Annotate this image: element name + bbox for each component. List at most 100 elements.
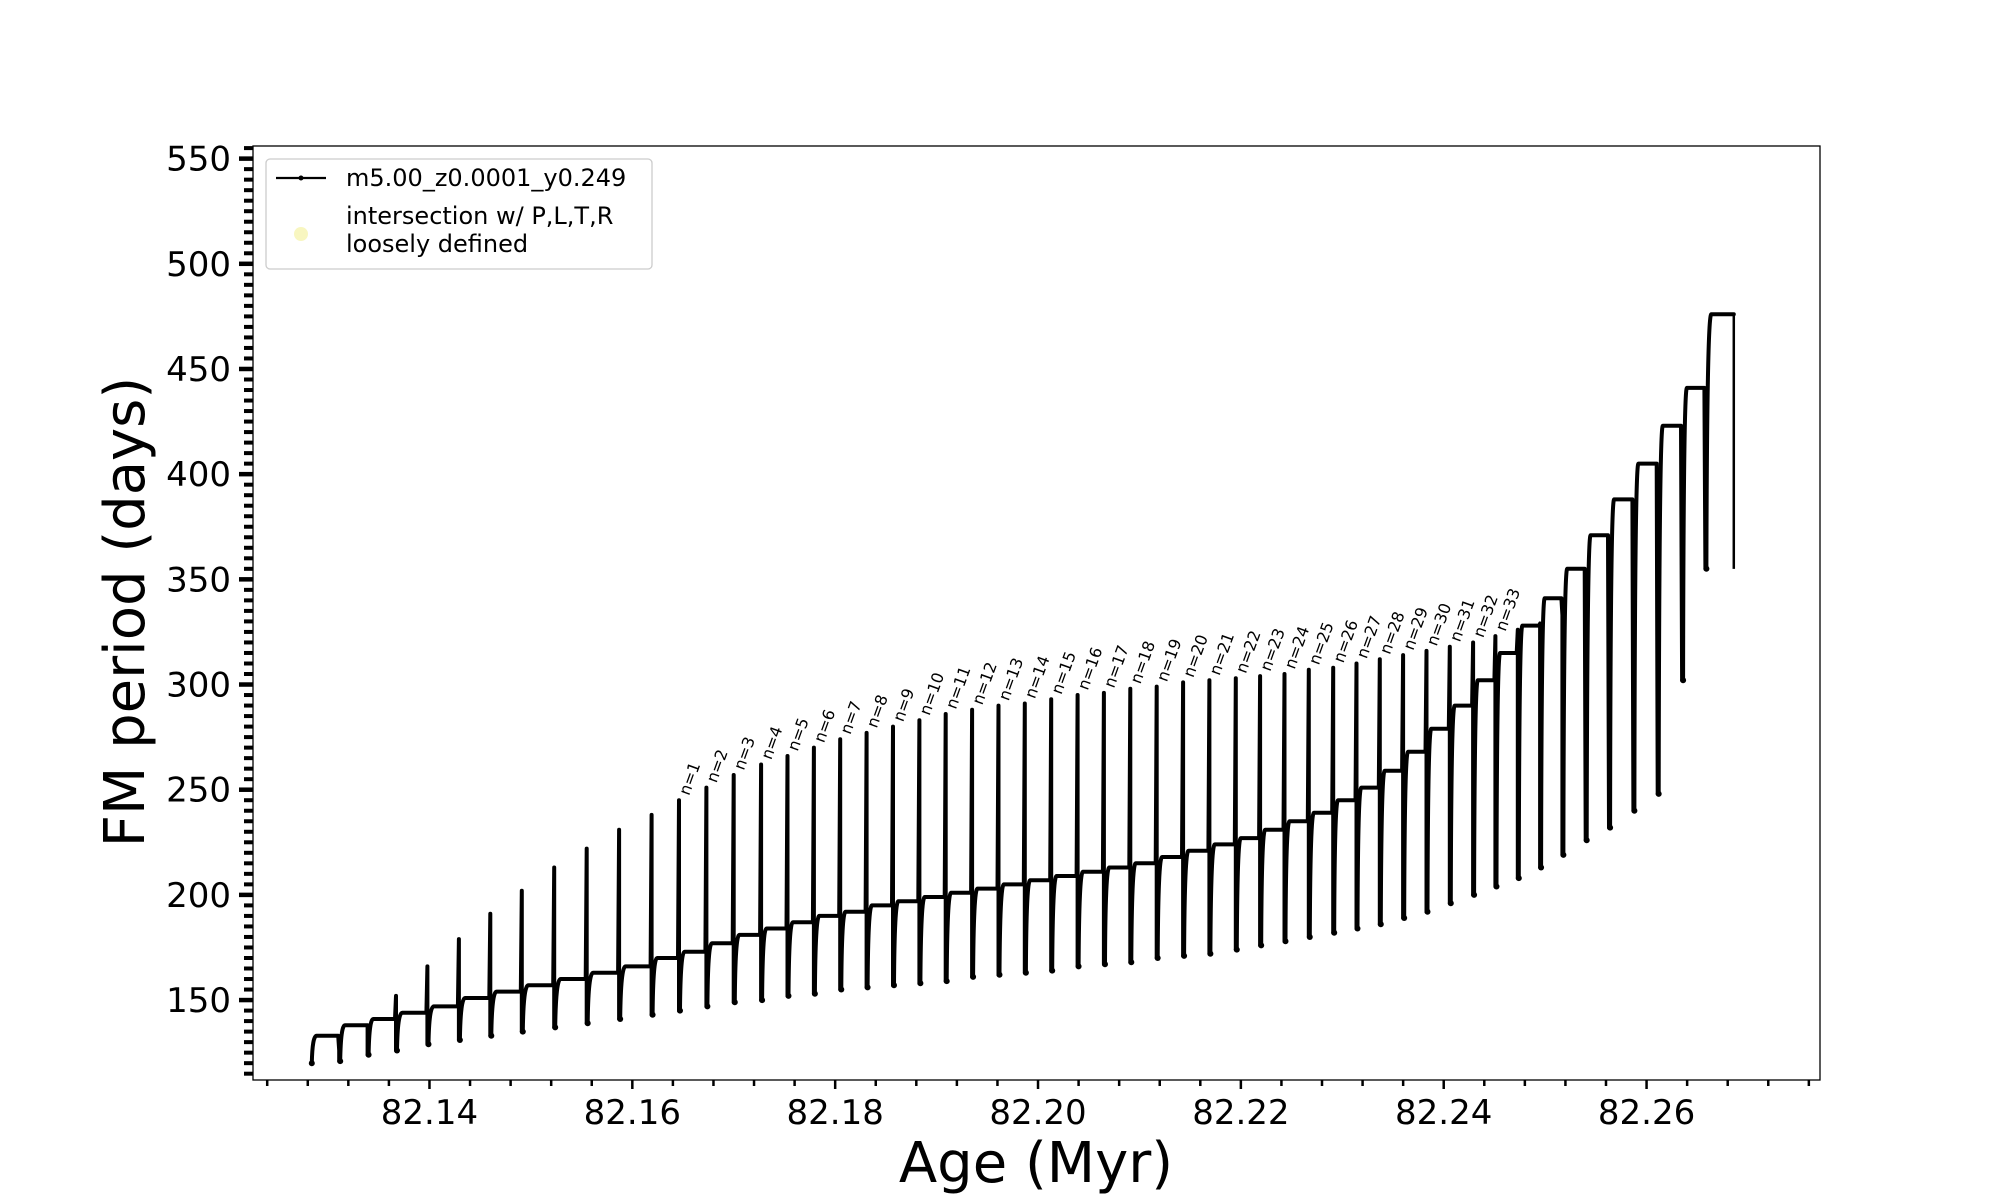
pulse-point (1306, 934, 1313, 940)
pulse-point (1331, 929, 1338, 936)
pulse-label: n=6 (810, 707, 839, 745)
legend-box (265, 158, 653, 270)
pulse-label: n=14 (1021, 653, 1054, 701)
pulse-point (1703, 565, 1710, 572)
pulse-point (1022, 969, 1029, 976)
y-tick-label: 150 (166, 981, 231, 1021)
pulse-point (1583, 837, 1590, 844)
pulse-point (1631, 807, 1638, 814)
legend-label-intersection-line2: loosely defined (346, 230, 528, 258)
pulse-point (308, 1060, 315, 1067)
pulse-point (970, 973, 977, 980)
pulse-point (1680, 677, 1687, 684)
legend-label-intersection-line1: intersection w/ P,L,T,R (346, 202, 613, 230)
pulse-point (1377, 921, 1384, 928)
pulse-point (1075, 963, 1082, 970)
x-axis-title: Age (Myr) (899, 1131, 1173, 1196)
pulse-label: n=19 (1153, 636, 1186, 684)
y-tick-label: 450 (166, 350, 231, 390)
y-tick-label: 350 (166, 560, 231, 600)
pulse-point (785, 992, 792, 999)
pulse-point (891, 982, 897, 989)
pulse-point (1154, 955, 1161, 961)
pulse-label: n=4 (757, 724, 786, 762)
x-tick-label: 82.18 (787, 1093, 884, 1133)
legend: m5.00_z0.0001_y0.249 intersection w/ P,L… (265, 158, 653, 270)
pulse-point (1102, 961, 1108, 968)
pulse-point (488, 1032, 495, 1039)
pulse-label: n=17 (1100, 643, 1133, 691)
pulse-label: n=8 (863, 692, 892, 730)
y-tick-label: 200 (166, 876, 231, 916)
y-tick-label: 550 (166, 140, 231, 180)
x-tick-label: 82.22 (1192, 1093, 1289, 1133)
pulse-point (1401, 915, 1408, 921)
pulse-point (1258, 942, 1265, 949)
x-tick-label: 82.26 (1598, 1093, 1695, 1133)
pulse-point (1049, 967, 1056, 974)
pulse-point (1493, 883, 1500, 890)
pulse-point (394, 1047, 400, 1054)
pulse-point (617, 1016, 624, 1022)
y-tick-label: 500 (166, 245, 231, 285)
pulse-point (1233, 946, 1240, 953)
pulse-point (917, 980, 924, 987)
pulse-point (704, 1003, 711, 1010)
x-tick-label: 82.20 (989, 1093, 1086, 1133)
pulse-point (1538, 864, 1545, 871)
pulse-point (1471, 891, 1478, 898)
pulse-point (456, 1037, 463, 1043)
pulse-point (1128, 959, 1135, 966)
legend-circle-marker (294, 227, 308, 241)
pulse-label: n=5 (783, 715, 812, 753)
annotation-layer: n=1n=2n=3n=4n=5n=6n=7n=8n=9n=10n=11n=12 n… (675, 586, 1524, 798)
x-tick-label: 82.16 (584, 1093, 681, 1133)
legend-label-series: m5.00_z0.0001_y0.249 (346, 164, 626, 192)
pulse-label: n=15 (1047, 649, 1080, 697)
pulse-point (1354, 925, 1361, 932)
pulse-point (731, 999, 738, 1006)
pulse-point (1560, 851, 1567, 858)
x-tick-label: 82.14 (381, 1093, 478, 1133)
pulse-point (943, 978, 950, 985)
pulse-label: n=24 (1280, 624, 1313, 672)
pulse-label: n=9 (889, 686, 918, 724)
pulse-point (811, 990, 818, 997)
y-axis: 150 200 250 300 350 400 450 500 550 (166, 140, 253, 1076)
pulse-point (584, 1020, 591, 1027)
pulse-label: n=2 (702, 747, 731, 785)
plot-frame (252, 145, 1821, 1081)
pulse-point (996, 971, 1003, 978)
pulse-label: n=7 (836, 698, 865, 736)
pulse-point (1655, 790, 1662, 797)
y-tick-label: 250 (166, 771, 231, 811)
pulse-point (425, 1041, 432, 1048)
pulse-point (1207, 950, 1214, 957)
series-line (309, 312, 1736, 1066)
pulse-point (365, 1051, 372, 1058)
y-axis-title: FM period (days) (93, 377, 158, 847)
pulse-label: n=11 (942, 664, 975, 712)
pulse-point (337, 1058, 344, 1065)
x-tick-label: 82.24 (1395, 1093, 1492, 1133)
pulse-point (519, 1028, 526, 1035)
pulse-point (677, 1007, 683, 1014)
pulse-point (1181, 952, 1188, 959)
pulse-point (1424, 908, 1431, 915)
pulse-point (552, 1024, 559, 1031)
pulse-point (1447, 900, 1454, 907)
series-layer (308, 312, 1736, 1067)
pulse-point (1515, 875, 1522, 882)
pulse-label: n=1 (675, 759, 704, 797)
pulse-point (1282, 938, 1289, 945)
pulse-label: n=10 (915, 670, 948, 718)
pulse-point (864, 984, 871, 991)
legend-dot-marker (298, 175, 304, 181)
pulse-label: n=3 (730, 734, 759, 772)
pulse-point (1607, 824, 1614, 831)
pulse-point (759, 997, 766, 1004)
y-tick-label: 400 (166, 455, 231, 495)
pulse-point (649, 1011, 656, 1018)
pulse-point (838, 986, 845, 993)
